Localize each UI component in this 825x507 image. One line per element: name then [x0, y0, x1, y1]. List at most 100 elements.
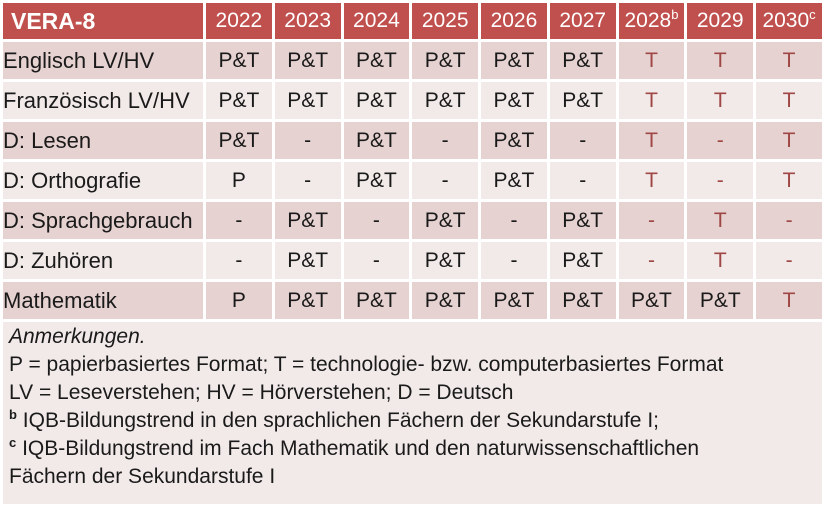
row-label: D: Zuhören: [3, 242, 203, 279]
cell-value: P&T: [274, 42, 341, 79]
table-row: D: Lesen P&T - P&T - P&T - T - T: [3, 122, 822, 159]
cell-value: P&T: [274, 82, 341, 119]
notes-section: Anmerkungen. P = papierbasiertes Format; …: [3, 322, 822, 504]
cell-value: -: [343, 242, 410, 279]
note-line: Anmerkungen.: [9, 325, 146, 348]
cell-value: T: [618, 42, 685, 79]
cell-value: T: [756, 82, 822, 119]
row-label: Englisch LV/HV: [3, 42, 203, 79]
cell-value: T: [687, 202, 754, 239]
cell-value: P&T: [481, 42, 547, 79]
cell-value: P&T: [206, 82, 272, 119]
cell-value: P&T: [274, 242, 341, 279]
year-header-2024: 2024: [343, 3, 410, 39]
cell-value: -: [206, 242, 272, 279]
cell-value: -: [274, 122, 341, 159]
year-footnote-marker: c: [809, 7, 816, 22]
cell-value: P&T: [549, 242, 616, 279]
cell-value: P&T: [206, 122, 272, 159]
cell-value: P&T: [412, 82, 479, 119]
cell-value: P&T: [343, 122, 410, 159]
row-label: Mathematik: [3, 282, 203, 319]
cell-value: P&T: [412, 282, 479, 319]
year-footnote-marker: b: [671, 7, 679, 22]
table-row: D: Sprachgebrauch - P&T - P&T - P&T - T -: [3, 202, 822, 239]
cell-value: P&T: [549, 42, 616, 79]
cell-value: P&T: [481, 162, 547, 199]
cell-value: P&T: [618, 282, 685, 319]
year-header-row: VERA-8 2022 2023 2024 2025 2026 2027 2028b 2029…: [3, 3, 822, 39]
cell-value: P&T: [687, 282, 754, 319]
cell-value: -: [756, 242, 822, 279]
cell-value: T: [687, 242, 754, 279]
table-row: Englisch LV/HV P&T P&T P&T P&T P&T P&T T T T: [3, 42, 822, 79]
cell-value: P&T: [481, 82, 547, 119]
cell-value: P: [206, 162, 272, 199]
cell-value: P&T: [481, 122, 547, 159]
year-header-2025: 2025: [412, 3, 479, 39]
cell-value: -: [343, 202, 410, 239]
table-title-cell: VERA-8: [3, 3, 203, 39]
cell-value: T: [687, 42, 754, 79]
year-header-2030: 2030c: [756, 3, 822, 39]
notes-lines: Anmerkungen. P = papierbasiertes Format; …: [9, 323, 814, 491]
cell-value: T: [687, 82, 754, 119]
cell-value: T: [756, 162, 822, 199]
cell-value: P&T: [343, 282, 410, 319]
table-header: VERA-8 2022 2023 2024 2025 2026 2027 2028b 2029…: [3, 3, 822, 39]
note-footnote-marker: b: [9, 407, 17, 422]
cell-value: P&T: [549, 82, 616, 119]
cell-value: T: [756, 282, 822, 319]
table-row: D: Orthografie P - P&T - P&T - T - T: [3, 162, 822, 199]
cell-value: T: [618, 122, 685, 159]
note-line: P = papierbasiertes Format; T = technolo…: [9, 353, 724, 376]
year-header-2026: 2026: [481, 3, 547, 39]
note-footnote-marker: c: [9, 435, 17, 450]
cell-value: T: [756, 42, 822, 79]
cell-value: -: [274, 162, 341, 199]
year-header-2028: 2028b: [618, 3, 685, 39]
table-body: Englisch LV/HV P&T P&T P&T P&T P&T P&T T T T Franz…: [3, 42, 822, 319]
cell-value: -: [481, 242, 547, 279]
cell-value: P&T: [412, 242, 479, 279]
note-line: Fächern der Sekundarstufe I: [9, 465, 276, 488]
year-header-2023: 2023: [274, 3, 341, 39]
cell-value: -: [412, 162, 479, 199]
cell-value: P&T: [274, 202, 341, 239]
cell-value: P&T: [343, 42, 410, 79]
cell-value: T: [618, 82, 685, 119]
cell-value: P&T: [549, 282, 616, 319]
year-header-2029: 2029: [687, 3, 754, 39]
cell-value: P: [206, 282, 272, 319]
row-label: D: Sprachgebrauch: [3, 202, 203, 239]
note-line: LV = Leseverstehen; HV = Hörverstehen; D…: [9, 381, 514, 404]
note-line: b IQB-Bildungstrend in den sprachlichen …: [9, 407, 659, 432]
cell-value: P&T: [481, 282, 547, 319]
vera8-table: VERA-8 2022 2023 2024 2025 2026 2027 2028b 2029…: [3, 3, 822, 319]
cell-value: P&T: [412, 42, 479, 79]
cell-value: -: [549, 162, 616, 199]
table-row: D: Zuhören - P&T - P&T - P&T - T -: [3, 242, 822, 279]
cell-value: P&T: [549, 202, 616, 239]
row-label: D: Lesen: [3, 122, 203, 159]
cell-value: -: [549, 122, 616, 159]
table-row: Französisch LV/HV P&T P&T P&T P&T P&T P&T T T T: [3, 82, 822, 119]
cell-value: P&T: [343, 82, 410, 119]
cell-value: -: [618, 202, 685, 239]
year-header-2027: 2027: [549, 3, 616, 39]
cell-value: -: [756, 202, 822, 239]
cell-value: P&T: [412, 202, 479, 239]
cell-value: P&T: [343, 162, 410, 199]
cell-value: -: [481, 202, 547, 239]
cell-value: T: [618, 162, 685, 199]
cell-value: -: [687, 162, 754, 199]
cell-value: -: [618, 242, 685, 279]
cell-value: P&T: [206, 42, 272, 79]
year-header-2022: 2022: [206, 3, 272, 39]
cell-value: -: [687, 122, 754, 159]
row-label: D: Orthografie: [3, 162, 203, 199]
cell-value: -: [412, 122, 479, 159]
note-line: c IQB-Bildungstrend im Fach Mathematik u…: [9, 435, 700, 460]
table-row: Mathematik P P&T P&T P&T P&T P&T P&T P&T T: [3, 282, 822, 319]
